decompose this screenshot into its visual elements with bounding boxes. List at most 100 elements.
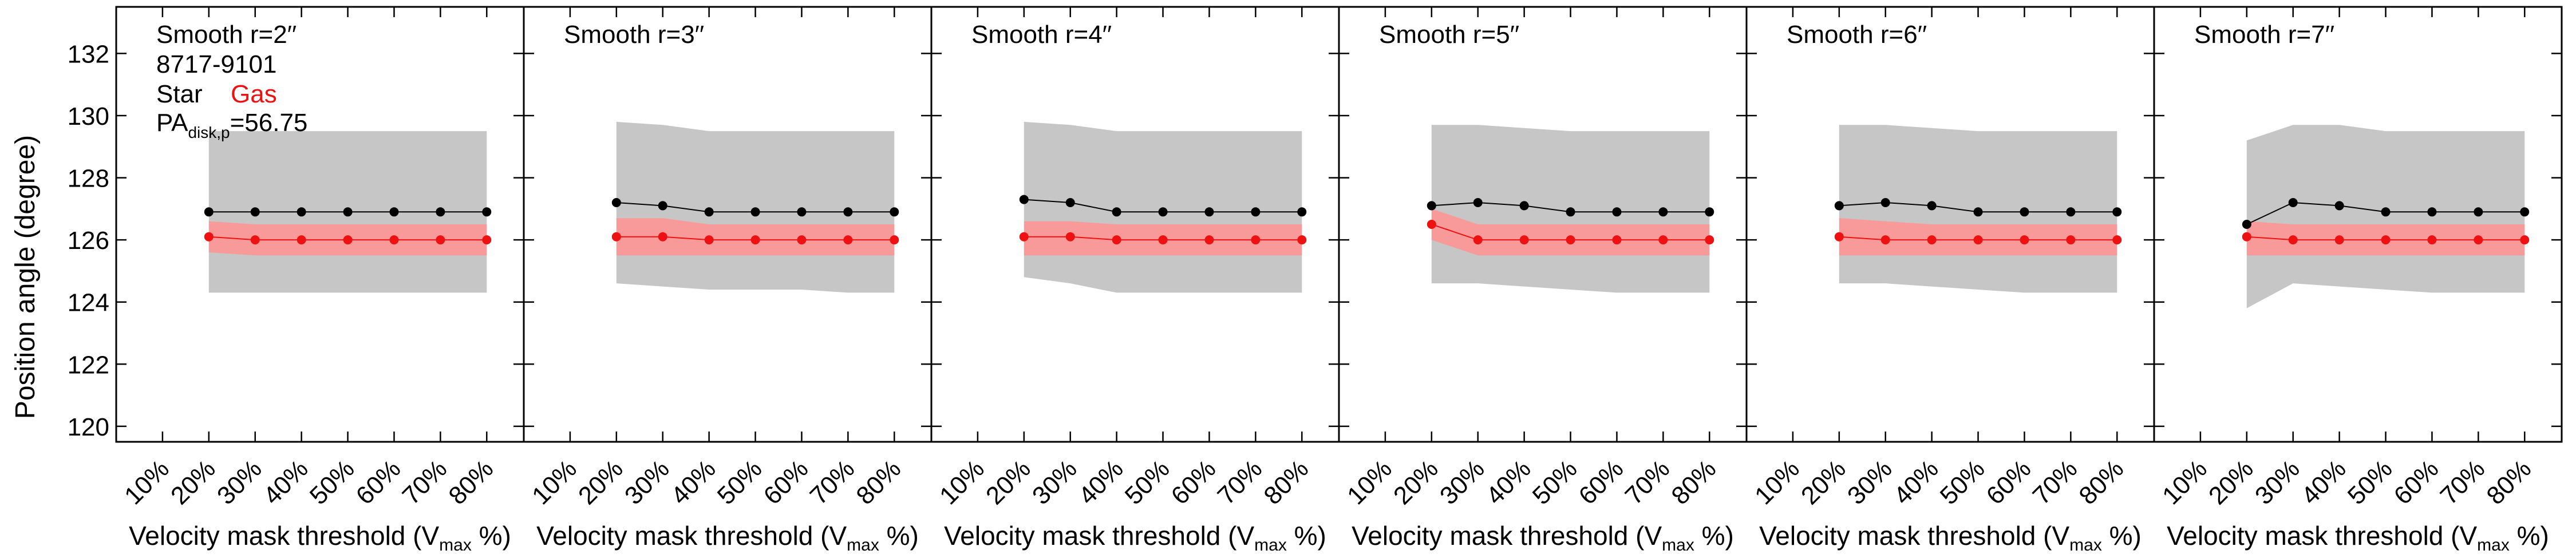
star-point [1519, 201, 1529, 211]
gas-point [2288, 235, 2298, 245]
x-tick-label: 40% [258, 454, 314, 510]
x-tick-label: 30% [212, 454, 267, 510]
gas-point [1566, 235, 1575, 245]
star-point [297, 207, 306, 217]
panel-3: 10%20%30%40%50%60%70%80% Smooth r=4′′ Velo… [930, 6, 1340, 555]
x-tick-label: 10% [934, 454, 990, 510]
x-tick-label: 60% [1166, 454, 1222, 510]
x-tick-label: 70% [397, 454, 453, 510]
x-tick-label: 10% [2157, 454, 2212, 510]
panel-4: 10%20%30%40%50%60%70%80% Smooth r=5′′ Velo… [1338, 6, 1748, 555]
panel-2: 10%20%30%40%50%60%70%80% Smooth r=3′′ Velo… [523, 6, 933, 555]
x-axis-label: Velocity mask threshold (Vmax %) [536, 521, 919, 555]
x-axis-label: Velocity mask threshold (Vmax %) [1352, 521, 1734, 555]
x-tick-label: 30% [1435, 454, 1490, 510]
star-point [2520, 207, 2530, 217]
x-tick-label: 20% [573, 454, 629, 510]
x-tick-label: 50% [1935, 454, 1990, 510]
gas-point [1473, 235, 1483, 245]
star-point [1612, 207, 1622, 217]
gas-point [250, 235, 260, 245]
x-tick-label: 30% [2250, 454, 2305, 510]
x-tick-label: 10% [1749, 454, 1805, 510]
gas-point [1065, 232, 1075, 242]
legend-position-angle: PAdisk,p=56.75 [156, 109, 307, 141]
gas-point [1251, 235, 1261, 245]
gas-point [436, 235, 445, 245]
gas-uncertainty-band [1431, 208, 1710, 256]
star-point [890, 207, 899, 217]
gas-point [204, 232, 214, 242]
star-point [704, 207, 714, 217]
x-axis-label: Velocity mask threshold (Vmax %) [129, 521, 511, 555]
star-point [2112, 207, 2122, 217]
x-tick-label: 50% [1527, 454, 1583, 510]
x-tick-label: 40% [666, 454, 721, 510]
y-tick-label: 128 [68, 165, 109, 193]
x-tick-label: 80% [2481, 454, 2537, 510]
x-axis-label: Velocity mask threshold (Vmax %) [944, 521, 1326, 555]
panel-1: 120 122 124 126 128 130 132 10%20%30%40%50%60%7… [68, 6, 525, 555]
x-tick-label: 20% [1796, 454, 1851, 510]
star-point [2066, 207, 2076, 217]
x-tick-label: 70% [2435, 454, 2491, 510]
gas-point [843, 235, 853, 245]
panel-title: Smooth r=7′′ [2194, 21, 2334, 49]
star-point [843, 207, 853, 217]
star-point [1973, 207, 1983, 217]
star-point [2474, 207, 2483, 217]
star-point [1019, 195, 1029, 204]
x-axis-label-subscript: max [847, 536, 879, 555]
star-point [2334, 201, 2344, 211]
legend-star-label: Star [156, 80, 203, 108]
x-axis-label-end: %) [2510, 521, 2549, 551]
gas-point [658, 232, 667, 242]
gas-point [1158, 235, 1168, 245]
gas-point [2242, 232, 2251, 242]
gas-point [1927, 235, 1937, 245]
x-axis-label-subscript: max [1662, 536, 1694, 555]
star-point [343, 207, 353, 217]
x-axis-label-subscript: max [2477, 536, 2510, 555]
x-axis-label-end: %) [879, 521, 919, 551]
star-uncertainty-band [2246, 125, 2525, 308]
gas-point [2066, 235, 2076, 245]
star-point [2427, 207, 2437, 217]
star-point [1927, 201, 1937, 211]
star-point [1204, 207, 1214, 217]
star-point [1880, 198, 1890, 207]
gas-point [2112, 235, 2122, 245]
x-tick-label: 10% [1342, 454, 1397, 510]
legend-pa-main: PA [156, 109, 188, 137]
x-tick-label: 60% [1981, 454, 2037, 510]
x-axis-label-main: Velocity mask threshold (V [1352, 521, 1662, 551]
star-point [1158, 207, 1168, 217]
star-point [2288, 198, 2298, 207]
x-tick-label: 50% [1120, 454, 1175, 510]
panel-title: Smooth r=4′′ [971, 21, 1112, 49]
star-point [2020, 207, 2029, 217]
x-tick-label: 30% [619, 454, 675, 510]
gas-point [750, 235, 760, 245]
x-tick-label: 20% [1388, 454, 1444, 510]
star-point [389, 207, 399, 217]
x-tick-label: 60% [758, 454, 814, 510]
gas-point [389, 235, 399, 245]
x-axis-label-subscript: max [2069, 536, 2102, 555]
x-tick-label: 40% [1481, 454, 1536, 510]
gas-point [1427, 220, 1436, 229]
x-axis-label-end: %) [472, 521, 511, 551]
gas-point [1297, 235, 1307, 245]
x-tick-label: 60% [2389, 454, 2444, 510]
y-tick-label: 126 [68, 227, 109, 255]
gas-point [890, 235, 899, 245]
panel-5: 10%20%30%40%50%60%70%80% Smooth r=6′′ Velo… [1745, 6, 2155, 555]
panel-title: Smooth r=6′′ [1787, 21, 1927, 49]
panel-title: Smooth r=5′′ [1379, 21, 1519, 49]
y-tick-label: 122 [68, 351, 109, 379]
x-tick-label: 20% [165, 454, 221, 510]
star-point [436, 207, 445, 217]
star-point [204, 207, 214, 217]
x-axis-label-main: Velocity mask threshold (V [1759, 521, 2069, 551]
x-axis-label-subscript: max [439, 536, 472, 555]
